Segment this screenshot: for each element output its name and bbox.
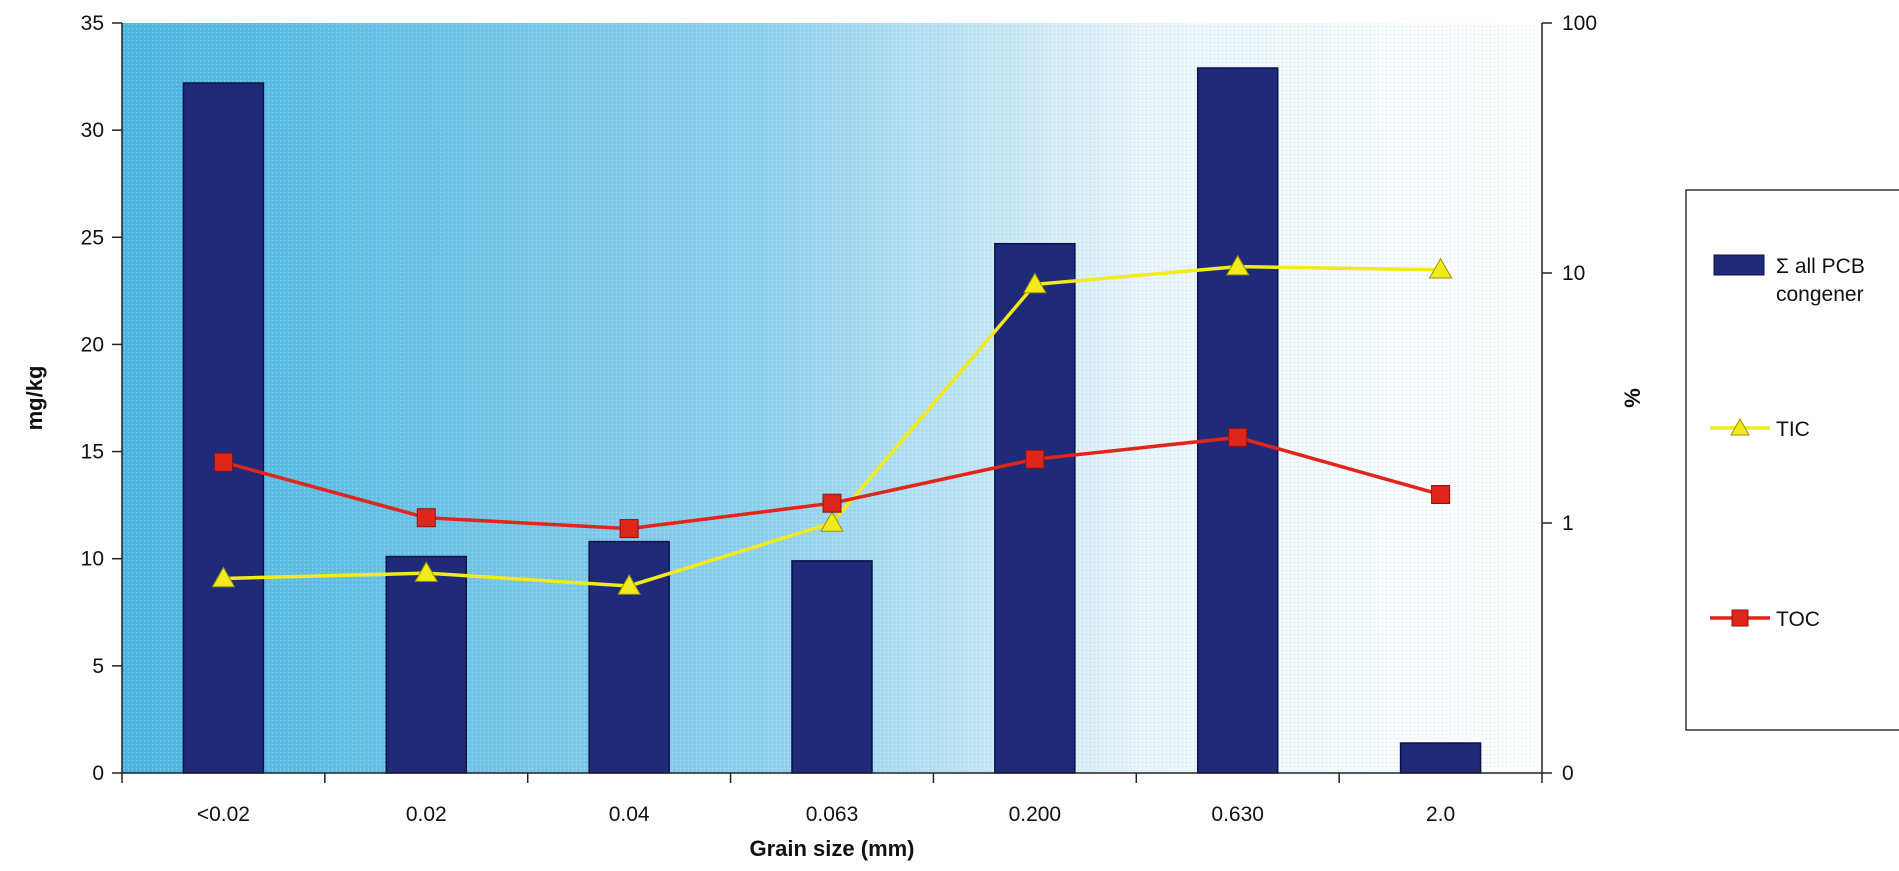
- x-tick-label-6: 2.0: [1426, 803, 1455, 826]
- tic-point-1: [414, 561, 439, 582]
- toc-point-5: [1228, 427, 1248, 447]
- toc-point-1: [416, 508, 436, 528]
- y-left-tick-label-0: 0: [92, 762, 104, 785]
- bar-0: [182, 82, 265, 774]
- toc-point-4: [1025, 449, 1045, 469]
- legend: Σ all PCB congener TIC TOC: [1685, 189, 1899, 731]
- legend-box: [1685, 189, 1899, 731]
- toc-point-2: [619, 519, 639, 539]
- toc-point-6: [1431, 485, 1451, 505]
- x-tick-label-2: 0.04: [609, 803, 650, 826]
- y-right-tick-label-3: 100: [1562, 12, 1597, 35]
- y-left-tick-label-4: 20: [81, 333, 104, 356]
- line-series: [211, 254, 1453, 595]
- y-left-tick-label-3: 15: [81, 441, 104, 464]
- legend-items: Σ all PCB congener TIC TOC: [1710, 254, 1865, 631]
- y-right-tick-label-2: 10: [1562, 262, 1585, 285]
- legend-swatch--all-pcb-congener: [1713, 254, 1765, 276]
- bar-1: [385, 555, 468, 774]
- x-tick-label-3: 0.063: [806, 803, 859, 826]
- tic-point-3: [820, 510, 844, 532]
- tic-point-6: [1428, 257, 1453, 279]
- tick-labels: 0 5 10 15 20 25 30 35 0 1 10 100 <0.02 0.02 0.04 0.063 0…: [81, 12, 1597, 826]
- bar-3: [791, 560, 873, 774]
- x-tick-label-5: 0.630: [1211, 803, 1264, 826]
- legend-label--all-pcb-congener: Σ all PCB: [1776, 255, 1865, 278]
- y-left-tick-label-7: 35: [81, 12, 104, 35]
- legend-marker-toc: [1731, 609, 1749, 627]
- legend-marker-tic: [1730, 417, 1750, 436]
- y-right-tick-label-0: 0: [1562, 762, 1574, 785]
- y-right-tick-label-1: 1: [1562, 512, 1574, 535]
- legend-label-tic: TIC: [1776, 418, 1810, 441]
- axes: [112, 22, 1552, 783]
- y-left-tick-label-2: 10: [81, 548, 104, 571]
- x-tick-label-1: 0.02: [406, 803, 447, 826]
- tic-point-0: [211, 566, 236, 588]
- y-axis-left-title: mg/kg: [22, 366, 47, 431]
- legend-label-toc: TOC: [1776, 608, 1820, 631]
- x-axis-title: Grain size (mm): [749, 836, 914, 861]
- x-tick-label-4: 0.200: [1009, 803, 1062, 826]
- bar-4: [994, 242, 1076, 774]
- bar-5: [1196, 67, 1279, 774]
- x-tick-label-0: <0.02: [197, 803, 250, 826]
- bar-6: [1399, 742, 1482, 774]
- y-left-tick-label-1: 5: [92, 655, 104, 678]
- pcb-bars: [182, 67, 1482, 774]
- y-left-tick-label-5: 25: [81, 226, 104, 249]
- y-left-tick-label-6: 30: [81, 119, 104, 142]
- toc-point-3: [822, 493, 842, 513]
- tic-point-4: [1022, 272, 1047, 294]
- y-axis-right-title: %: [1620, 388, 1645, 408]
- tic-point-5: [1225, 254, 1250, 276]
- toc-point-0: [213, 452, 233, 472]
- tic-point-2: [617, 573, 642, 595]
- legend-label--all-pcb-congener-1: congener: [1776, 283, 1864, 306]
